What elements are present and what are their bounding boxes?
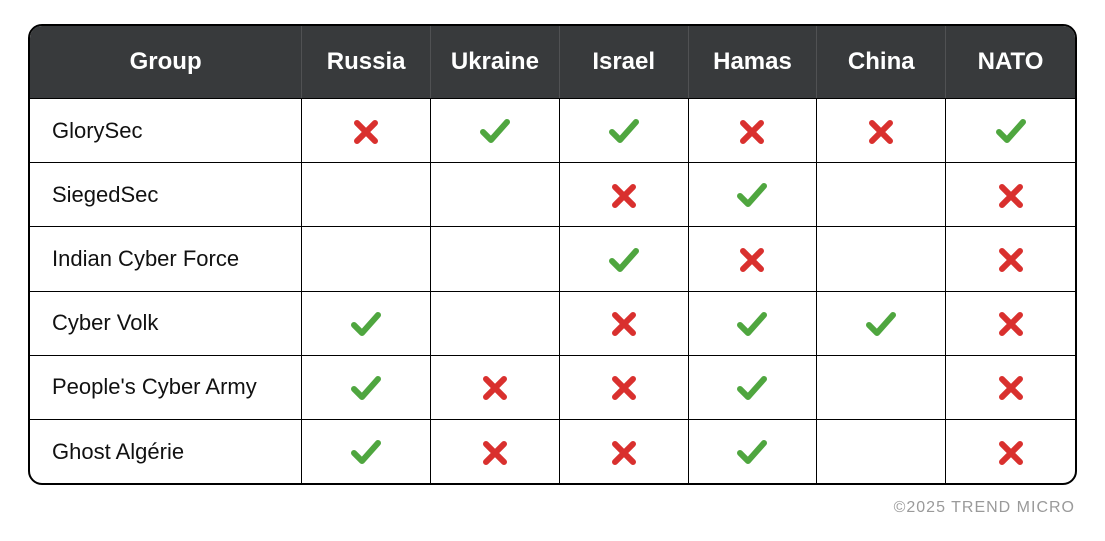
status-cell (431, 355, 560, 419)
status-cell (560, 355, 689, 419)
status-cell (431, 291, 560, 355)
status-cell (689, 98, 818, 162)
status-cell (431, 226, 560, 290)
table-row: Cyber Volk (30, 291, 1075, 355)
status-cell (689, 291, 818, 355)
col-header: Russia (302, 26, 431, 98)
cross-icon (740, 120, 764, 144)
table-row: SiegedSec (30, 162, 1075, 226)
status-cell (302, 291, 431, 355)
row-label: Cyber Volk (30, 291, 302, 355)
status-cell (560, 226, 689, 290)
status-cell (689, 419, 818, 483)
row-label: People's Cyber Army (30, 355, 302, 419)
cross-icon (999, 376, 1023, 400)
status-cell (560, 98, 689, 162)
status-cell (560, 419, 689, 483)
table-row: Ghost Algérie (30, 419, 1075, 483)
col-header: NATO (946, 26, 1075, 98)
alignment-table: GroupRussiaUkraineIsraelHamasChinaNATO G… (28, 24, 1077, 485)
status-cell (946, 355, 1075, 419)
col-header: China (817, 26, 946, 98)
table-row: Indian Cyber Force (30, 226, 1075, 290)
check-icon (737, 375, 767, 401)
table-row: GlorySec (30, 98, 1075, 162)
check-icon (351, 439, 381, 465)
status-cell (817, 419, 946, 483)
status-cell (560, 291, 689, 355)
status-cell (817, 226, 946, 290)
check-icon (480, 118, 510, 144)
col-header: Ukraine (431, 26, 560, 98)
status-cell (817, 98, 946, 162)
check-icon (737, 311, 767, 337)
status-cell (946, 226, 1075, 290)
row-label: Indian Cyber Force (30, 226, 302, 290)
copyright-text: ©2025 TREND MICRO (894, 499, 1075, 517)
table-row: People's Cyber Army (30, 355, 1075, 419)
cross-icon (612, 184, 636, 208)
table-header-row: GroupRussiaUkraineIsraelHamasChinaNATO (30, 26, 1075, 98)
row-label: SiegedSec (30, 162, 302, 226)
status-cell (431, 419, 560, 483)
cross-icon (999, 312, 1023, 336)
check-icon (866, 311, 896, 337)
status-cell (817, 162, 946, 226)
cross-icon (483, 441, 507, 465)
status-cell (817, 291, 946, 355)
status-cell (946, 98, 1075, 162)
cross-icon (869, 120, 893, 144)
check-icon (351, 311, 381, 337)
status-cell (946, 291, 1075, 355)
check-icon (351, 375, 381, 401)
status-cell (689, 226, 818, 290)
cross-icon (999, 441, 1023, 465)
check-icon (996, 118, 1026, 144)
status-cell (817, 355, 946, 419)
status-cell (560, 162, 689, 226)
col-header: Hamas (689, 26, 818, 98)
check-icon (609, 118, 639, 144)
status-cell (431, 98, 560, 162)
cross-icon (999, 248, 1023, 272)
cross-icon (612, 376, 636, 400)
cross-icon (740, 248, 764, 272)
col-header: Israel (560, 26, 689, 98)
status-cell (946, 419, 1075, 483)
status-cell (946, 162, 1075, 226)
status-cell (302, 355, 431, 419)
status-cell (431, 162, 560, 226)
status-cell (302, 98, 431, 162)
check-icon (737, 182, 767, 208)
status-cell (689, 162, 818, 226)
cross-icon (612, 441, 636, 465)
status-cell (302, 419, 431, 483)
cross-icon (612, 312, 636, 336)
row-label: Ghost Algérie (30, 419, 302, 483)
check-icon (609, 247, 639, 273)
status-cell (302, 226, 431, 290)
row-label: GlorySec (30, 98, 302, 162)
cross-icon (354, 120, 378, 144)
status-cell (689, 355, 818, 419)
cross-icon (999, 184, 1023, 208)
check-icon (737, 439, 767, 465)
cross-icon (483, 376, 507, 400)
col-header: Group (30, 26, 302, 98)
status-cell (302, 162, 431, 226)
